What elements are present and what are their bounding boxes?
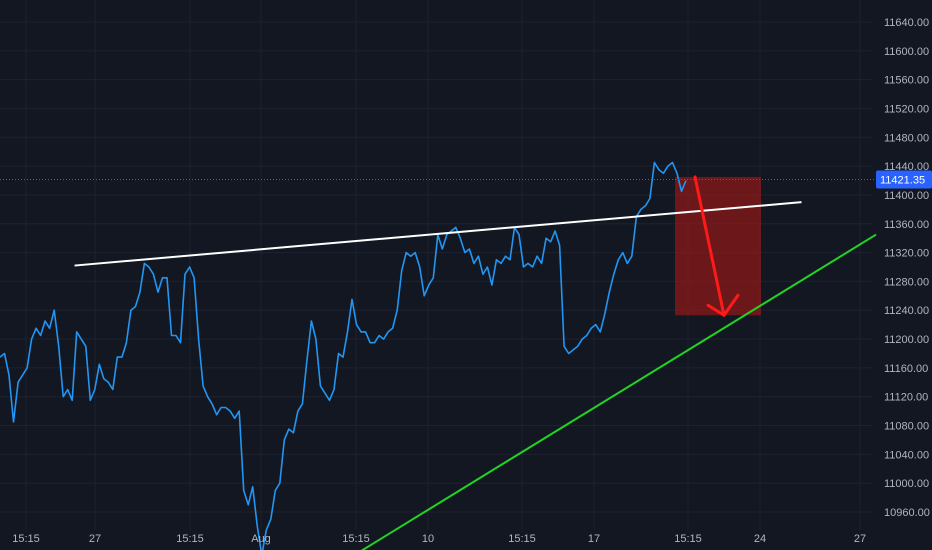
y-tick-label: 11200.00: [884, 334, 929, 346]
arrow-head: [706, 293, 740, 317]
x-tick-label: 15:15: [508, 533, 536, 545]
y-tick-label: 11360.00: [884, 219, 929, 231]
y-tick-label: 11600.00: [884, 46, 929, 58]
current-price-label: 11421.35: [880, 175, 925, 187]
y-tick-label: 11320.00: [884, 248, 929, 260]
x-tick-label: 27: [854, 533, 866, 545]
y-tick-label: 11000.00: [884, 478, 929, 490]
resistance-trendline[interactable]: [74, 201, 802, 267]
y-tick-label: 11560.00: [884, 75, 929, 87]
x-tick-label: 24: [754, 533, 766, 545]
chart-grid: [0, 0, 872, 530]
x-tick-label: 17: [588, 533, 600, 545]
y-tick-label: 11280.00: [884, 276, 929, 288]
y-tick-label: 11640.00: [884, 17, 929, 29]
x-tick-label: Aug: [251, 533, 271, 545]
y-tick-label: 11120.00: [884, 392, 928, 404]
support-trendline[interactable]: [354, 233, 877, 550]
target-zone: [675, 176, 761, 316]
y-tick-label: 11080.00: [884, 421, 929, 433]
y-tick-label: 11040.00: [884, 449, 929, 461]
x-tick-label: 15:15: [342, 533, 370, 545]
price-axis[interactable]: 11640.00 11600.00 11560.00 11520.00 11480.00…: [884, 17, 930, 519]
target-zone-box: [675, 176, 761, 316]
current-price-tag-bg: [876, 170, 932, 189]
y-tick-label: 11160.00: [884, 363, 928, 375]
price-series: [0, 161, 687, 550]
current-price-tag: 11421.35: [876, 170, 932, 189]
arrow-shaft: [693, 175, 726, 317]
x-tick-label: 27: [89, 533, 101, 545]
projection-arrow: [693, 175, 740, 317]
x-tick-label: 15:15: [176, 533, 204, 545]
x-tick-label: 15:15: [674, 533, 702, 545]
x-tick-label: 15:15: [12, 533, 40, 545]
y-tick-label: 11240.00: [884, 305, 929, 317]
x-tick-label: 10: [422, 533, 434, 545]
y-tick-label: 11520.00: [884, 103, 929, 115]
y-tick-label: 11400.00: [884, 190, 929, 202]
y-tick-label: 11480.00: [884, 132, 929, 144]
time-axis[interactable]: 15:15 27 15:15 Aug 15:15 10 15:15 17 15:15 24 27: [12, 533, 866, 545]
price-series-line: [0, 161, 687, 550]
y-tick-label: 10960.00: [884, 507, 930, 519]
y-tick-label: 11440.00: [884, 161, 929, 173]
